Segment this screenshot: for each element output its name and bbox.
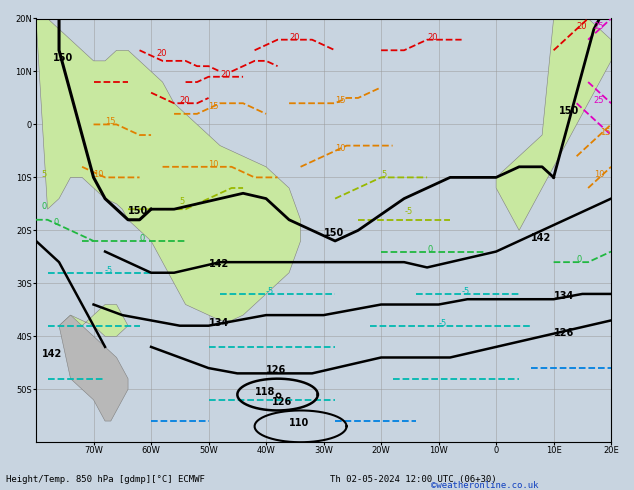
Text: -5: -5: [105, 266, 113, 275]
Text: 110: 110: [289, 418, 309, 428]
Text: 5: 5: [381, 171, 386, 179]
Text: 134: 134: [209, 318, 229, 328]
Text: 15: 15: [105, 118, 115, 126]
Text: -5: -5: [439, 318, 447, 328]
Text: 20: 20: [157, 49, 167, 58]
Text: 150: 150: [53, 53, 74, 63]
Text: 10: 10: [94, 171, 104, 179]
Text: 20: 20: [427, 33, 437, 42]
Text: 150: 150: [323, 228, 344, 238]
Text: -5: -5: [404, 207, 412, 217]
Text: -5: -5: [462, 287, 470, 296]
Polygon shape: [59, 315, 128, 421]
Text: 5: 5: [42, 171, 47, 179]
Text: 142: 142: [531, 233, 551, 243]
Text: 10: 10: [594, 171, 604, 179]
Polygon shape: [36, 19, 301, 320]
Text: 134: 134: [553, 291, 574, 301]
Text: 20: 20: [220, 70, 231, 79]
Text: 126: 126: [266, 366, 287, 375]
Polygon shape: [496, 19, 611, 230]
Text: 118: 118: [255, 387, 275, 396]
Text: 15: 15: [600, 128, 610, 137]
Text: 0: 0: [576, 255, 582, 264]
Text: 142: 142: [209, 259, 229, 270]
Text: Height/Temp. 850 hPa [gdmp][°C] ECMWF: Height/Temp. 850 hPa [gdmp][°C] ECMWF: [6, 475, 205, 484]
Text: 0: 0: [427, 245, 432, 253]
Text: 126: 126: [553, 328, 574, 338]
Text: 150: 150: [128, 206, 148, 217]
Text: 0: 0: [53, 218, 58, 227]
Text: 10: 10: [335, 144, 346, 153]
Text: 5: 5: [180, 197, 185, 206]
Text: 0: 0: [42, 202, 47, 211]
Text: 25: 25: [594, 96, 604, 105]
Text: ©weatheronline.co.uk: ©weatheronline.co.uk: [431, 481, 539, 490]
Text: 0: 0: [139, 234, 145, 243]
Text: Th 02-05-2024 12:00 UTC (06+30): Th 02-05-2024 12:00 UTC (06+30): [330, 475, 496, 484]
Text: 15: 15: [335, 96, 346, 105]
Polygon shape: [59, 304, 128, 336]
Text: 20: 20: [180, 96, 190, 105]
Text: 150: 150: [559, 106, 579, 116]
Text: 126: 126: [272, 397, 292, 407]
Text: 10: 10: [209, 160, 219, 169]
Text: 20: 20: [289, 33, 300, 42]
Text: 20: 20: [576, 22, 587, 31]
Text: -5: -5: [266, 287, 275, 296]
Text: 142: 142: [42, 349, 62, 360]
Text: 15: 15: [209, 101, 219, 111]
Text: 25: 25: [594, 22, 604, 31]
